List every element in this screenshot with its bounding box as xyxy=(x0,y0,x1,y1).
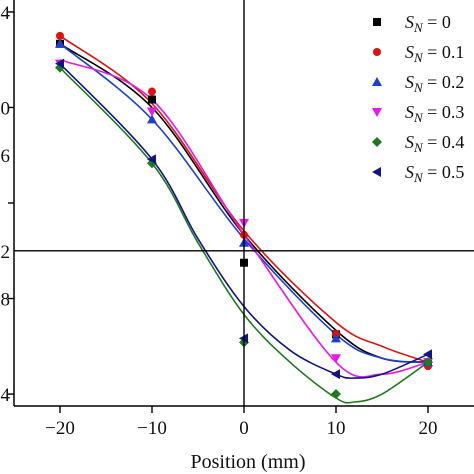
legend-item-s-n-0-3: SN = 0.3 xyxy=(372,102,464,125)
legend-label: SN = 0.4 xyxy=(405,132,464,155)
legend-label: SN = 0 xyxy=(405,12,451,35)
y-tick-label: 0 xyxy=(1,98,11,119)
data-point-s-n-0-1 xyxy=(148,87,156,96)
x-tick-label: 10 xyxy=(327,418,346,439)
y-tick-label: 2 xyxy=(1,242,11,263)
legend-marker-s-n-0-2 xyxy=(372,77,382,86)
y-tick-label: 4 xyxy=(1,385,11,406)
legend-label: SN = 0.3 xyxy=(405,102,464,125)
data-point-s-n-0-4 xyxy=(331,389,341,400)
data-point-s-n-0-4 xyxy=(423,357,433,368)
data-point-s-n-0-2 xyxy=(147,114,157,124)
data-point-s-n-0-5 xyxy=(55,58,64,69)
data-point-s-n-0-5 xyxy=(423,349,432,360)
data-point-s-n-0-5 xyxy=(331,369,340,380)
data-point-s-n-0-5 xyxy=(147,154,156,165)
data-point-s-n-0-4 xyxy=(55,62,65,73)
reference-lines xyxy=(14,0,474,406)
legend-label: SN = 0.2 xyxy=(405,72,464,95)
data-point-s-n-0-2 xyxy=(331,333,341,343)
legend-marker-s-n-0-5 xyxy=(372,167,381,177)
legend-marker-s-n-0-4 xyxy=(372,137,382,147)
x-axis-ticks: −20 −10 0 10 20 xyxy=(45,406,438,439)
legend-item-s-n-0-5: SN = 0.5 xyxy=(372,162,464,185)
legend-item-s-n-0-1: SN = 0.1 xyxy=(373,42,464,65)
y-tick-label: 4 xyxy=(1,3,11,24)
data-point-s-n-0 xyxy=(148,95,156,104)
x-axis-label: Position (mm) xyxy=(190,451,305,473)
legend-marker-s-n-0 xyxy=(373,18,381,26)
legend: SN = 0 SN = 0.1 SN = 0.2 SN = 0.3 SN = 0.4 SN… xyxy=(372,12,464,185)
x-tick-label: 0 xyxy=(239,418,249,439)
data-point-s-n-0-2 xyxy=(55,38,65,48)
legend-item-s-n-0-2: SN = 0.2 xyxy=(372,72,464,95)
legend-item-s-n-0-4: SN = 0.4 xyxy=(372,132,464,155)
data-point-s-n-0-1 xyxy=(56,31,64,40)
data-point-s-n-0-3 xyxy=(147,107,157,117)
x-tick-label: 20 xyxy=(419,418,438,439)
legend-label: SN = 0.1 xyxy=(405,42,464,65)
legend-item-s-n-0: SN = 0 xyxy=(373,12,451,35)
x-tick-label: −20 xyxy=(45,418,75,439)
data-point-s-n-0-3 xyxy=(331,354,341,364)
legend-label: SN = 0.5 xyxy=(405,162,464,185)
legend-marker-s-n-0-3 xyxy=(372,108,382,117)
legend-marker-s-n-0-1 xyxy=(373,48,381,56)
x-tick-label: −10 xyxy=(137,418,167,439)
y-tick-label: 8 xyxy=(1,290,11,311)
y-tick-label: 6 xyxy=(1,146,11,167)
fit-curve-s-n-0-1 xyxy=(59,35,429,363)
y-axis-ticks: 4 0 6 2 8 4 xyxy=(1,3,14,406)
